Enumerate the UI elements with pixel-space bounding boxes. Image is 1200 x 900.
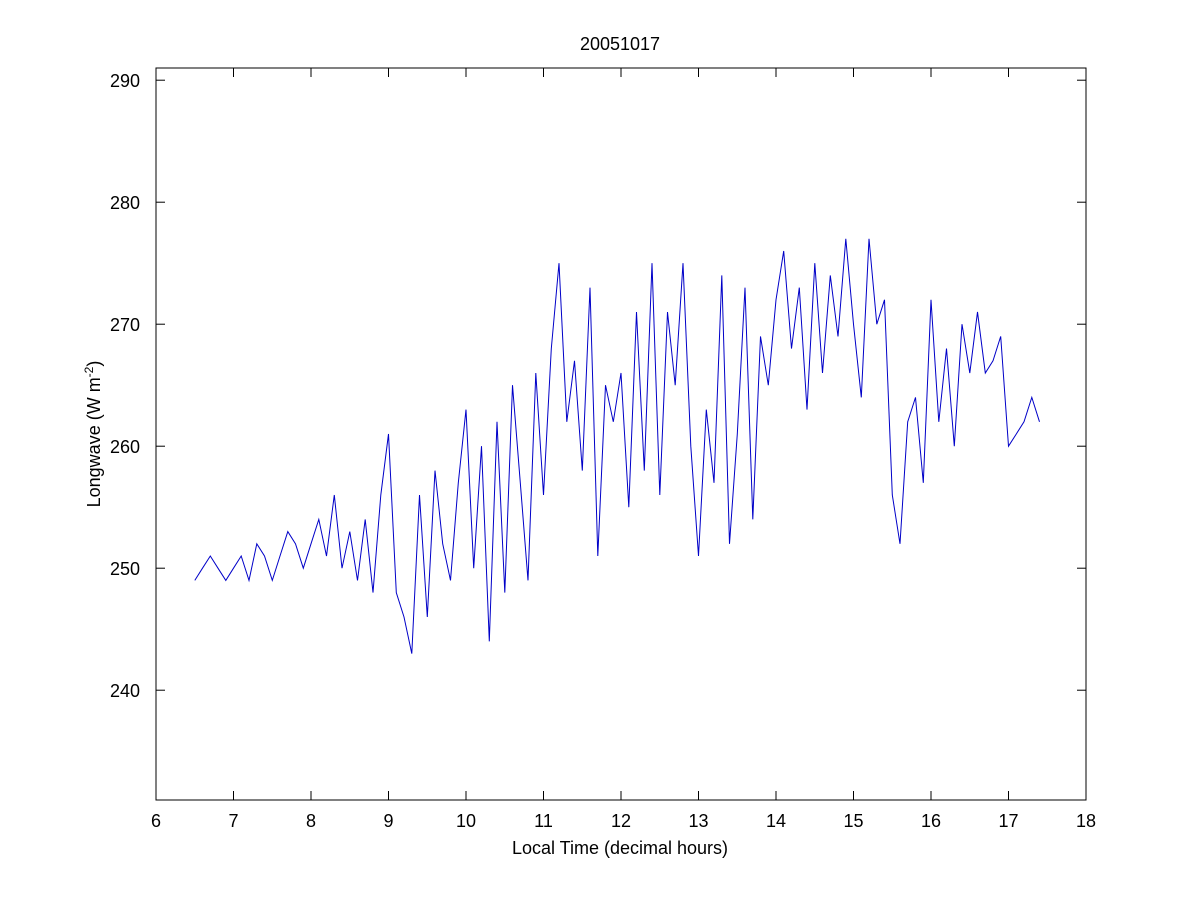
x-tick-label: 7: [228, 811, 238, 831]
y-axis-title-superscript: -2: [82, 366, 96, 377]
y-tick-label: 250: [110, 559, 140, 579]
y-tick-label: 280: [110, 193, 140, 213]
x-tick-label: 17: [998, 811, 1018, 831]
x-axis-ticks: 6 7 8 9 10 11 12 13 14 15 16 17 18: [151, 68, 1096, 831]
y-axis-ticks: 240 250 260 270 280 290: [110, 71, 1086, 701]
x-axis-title: Local Time (decimal hours): [512, 838, 728, 858]
x-tick-label: 18: [1076, 811, 1096, 831]
y-tick-label: 240: [110, 681, 140, 701]
y-axis-title-close: ): [84, 361, 104, 367]
plot-area-frame: [155, 67, 1087, 801]
y-tick-label: 260: [110, 437, 140, 457]
x-tick-label: 14: [766, 811, 786, 831]
y-axis-title-main: Longwave (W m: [84, 377, 104, 507]
x-tick-label: 15: [843, 811, 863, 831]
chart-title: 20051017: [580, 34, 660, 54]
x-tick-label: 16: [921, 811, 941, 831]
x-tick-label: 13: [688, 811, 708, 831]
y-tick-label: 270: [110, 315, 140, 335]
y-axis-title: Longwave (W m-2): [82, 361, 104, 508]
x-tick-label: 10: [456, 811, 476, 831]
x-tick-label: 8: [306, 811, 316, 831]
y-tick-label: 290: [110, 71, 140, 91]
x-tick-label: 12: [611, 811, 631, 831]
x-tick-label: 11: [534, 811, 553, 831]
x-tick-label: 9: [383, 811, 393, 831]
longwave-series-line: [194, 238, 1040, 654]
x-tick-label: 6: [151, 811, 161, 831]
